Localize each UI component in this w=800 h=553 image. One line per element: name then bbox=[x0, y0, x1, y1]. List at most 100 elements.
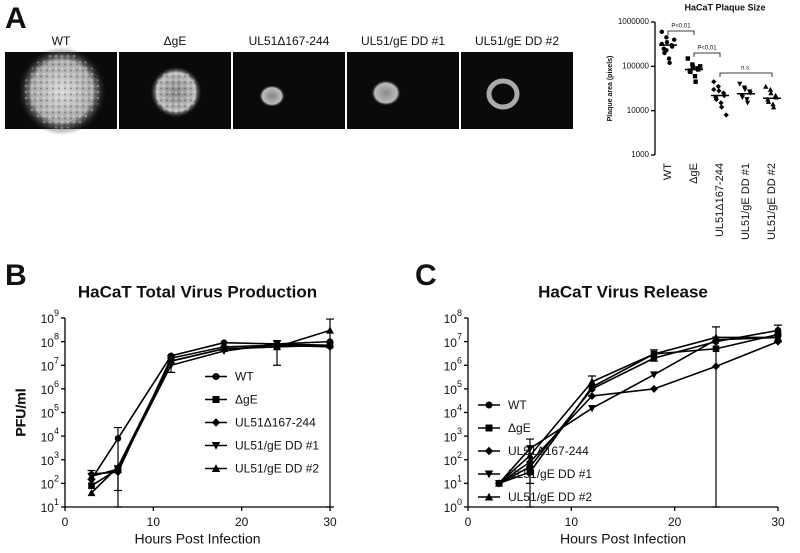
point bbox=[713, 96, 720, 102]
series-line bbox=[498, 340, 779, 485]
y-tick-label: 108 bbox=[444, 308, 462, 326]
plaque-texture bbox=[154, 70, 198, 114]
x-tick-label: UL51Δ167-244 bbox=[714, 163, 726, 237]
series-line bbox=[90, 329, 331, 494]
point bbox=[763, 83, 769, 89]
marker bbox=[167, 357, 175, 365]
point bbox=[737, 81, 743, 87]
point bbox=[742, 87, 748, 93]
marker bbox=[588, 383, 596, 391]
x-tick-label: 30 bbox=[771, 515, 785, 529]
point bbox=[685, 56, 690, 61]
marker bbox=[774, 333, 782, 341]
plaque-texture bbox=[24, 53, 100, 129]
marker bbox=[588, 405, 596, 413]
legend-label: UL51/gE DD #1 bbox=[235, 439, 319, 453]
panel-letter: C bbox=[415, 259, 437, 292]
point bbox=[770, 104, 777, 110]
point bbox=[698, 64, 703, 69]
marker bbox=[712, 333, 720, 341]
series-line bbox=[91, 344, 331, 475]
legend-label: ΔgE bbox=[508, 421, 531, 435]
legend-label: UL51/gE DD #2 bbox=[508, 490, 592, 504]
legend-marker bbox=[485, 424, 493, 432]
micrographs bbox=[5, 47, 573, 135]
y-tick-label: 109 bbox=[41, 308, 59, 326]
y-tick-label: 105 bbox=[41, 403, 59, 421]
image-label: UL51/gE DD #2 bbox=[475, 34, 559, 48]
marker bbox=[273, 342, 281, 351]
panel-letter: B bbox=[5, 259, 27, 292]
point bbox=[664, 35, 669, 40]
chart-title: HaCaT Plaque Size bbox=[684, 2, 765, 12]
point bbox=[767, 86, 774, 92]
y-tick-label: 104 bbox=[41, 427, 59, 445]
marker bbox=[526, 458, 534, 466]
legend-marker bbox=[484, 470, 494, 479]
series-line bbox=[90, 340, 331, 480]
y-axis-label: PFU/ml bbox=[13, 388, 29, 436]
marker bbox=[87, 472, 96, 481]
y-tick-label: 100000 bbox=[622, 61, 649, 70]
marker bbox=[114, 435, 122, 442]
point bbox=[770, 101, 776, 107]
x-tick-label: 10 bbox=[147, 515, 161, 529]
legend-marker bbox=[212, 396, 220, 403]
legend-marker bbox=[484, 492, 494, 501]
legend-label: WT bbox=[235, 370, 254, 384]
marker bbox=[495, 479, 503, 487]
bracket bbox=[667, 30, 695, 35]
marker bbox=[712, 362, 720, 371]
point bbox=[666, 56, 672, 61]
point bbox=[688, 69, 693, 75]
marker bbox=[526, 445, 534, 453]
point bbox=[693, 79, 698, 84]
point bbox=[696, 67, 701, 72]
point bbox=[667, 60, 672, 66]
annotation: n.s. bbox=[741, 66, 751, 72]
marker bbox=[220, 339, 228, 347]
legend-label: UL51/gE DD #2 bbox=[235, 462, 319, 476]
annotation: P<0.01 bbox=[671, 24, 691, 30]
image-label: UL51Δ167-244 bbox=[249, 34, 330, 48]
point bbox=[765, 98, 772, 104]
x-axis-label: Hours Post Infection bbox=[560, 531, 686, 547]
x-tick-label: 20 bbox=[668, 515, 682, 529]
series-line bbox=[498, 333, 779, 485]
point bbox=[659, 41, 664, 47]
point bbox=[721, 92, 727, 99]
y-axis-label: PFU/ml bbox=[13, 388, 29, 436]
marker bbox=[87, 488, 96, 497]
marker bbox=[220, 344, 228, 353]
point bbox=[723, 112, 729, 118]
y-tick-label: 10000 bbox=[627, 106, 650, 115]
point bbox=[718, 100, 724, 106]
point bbox=[747, 90, 753, 96]
legend-label: WT bbox=[508, 398, 527, 412]
legend-label: UL51Δ167-244 bbox=[508, 444, 589, 458]
legend-label: UL51Δ167-244 bbox=[235, 416, 316, 430]
x-tick-label: ΔgE bbox=[688, 163, 700, 184]
y-tick-label: 107 bbox=[444, 332, 462, 350]
y-tick-label: 106 bbox=[41, 379, 59, 397]
legend-marker bbox=[212, 373, 220, 380]
point bbox=[715, 83, 722, 90]
marker bbox=[712, 345, 720, 353]
legend-marker bbox=[211, 442, 221, 450]
series-line bbox=[498, 329, 779, 485]
x-tick-label: 20 bbox=[235, 515, 249, 529]
image-frame bbox=[347, 52, 459, 129]
image-label: UL51/gE DD #1 bbox=[361, 34, 445, 48]
point bbox=[768, 90, 774, 96]
x-tick-label: 0 bbox=[465, 515, 472, 529]
bracket bbox=[719, 72, 773, 77]
marker bbox=[114, 462, 122, 471]
y-tick-label: 105 bbox=[444, 379, 462, 397]
marker bbox=[588, 377, 596, 386]
point bbox=[773, 94, 779, 100]
point bbox=[664, 40, 670, 45]
x-tick-label: WT bbox=[662, 163, 674, 180]
image-label: ΔgE bbox=[164, 34, 187, 48]
point bbox=[670, 44, 675, 49]
chart-title: HaCaT Virus Release bbox=[538, 282, 708, 301]
